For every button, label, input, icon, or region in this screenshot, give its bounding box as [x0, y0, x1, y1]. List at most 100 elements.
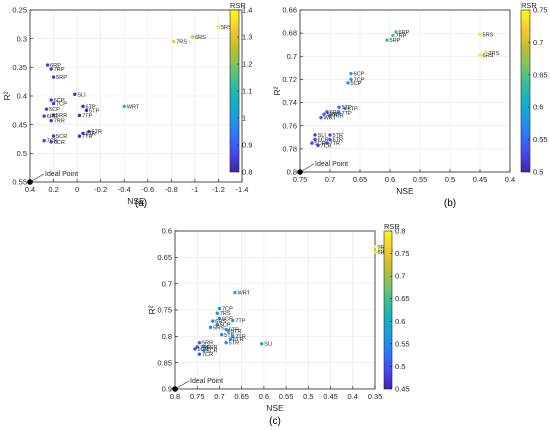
x-tick-label: 0.7 [214, 392, 224, 401]
data-point [346, 81, 350, 85]
x-tick-label: -0.2 [94, 185, 107, 194]
data-point [385, 38, 389, 42]
point-label: 7CR [202, 352, 213, 358]
plot-frame [299, 9, 511, 173]
data-point [319, 115, 323, 120]
point-label: 5CP [220, 323, 231, 329]
x-tick-label: 0.4 [25, 185, 35, 194]
point-label: 5RP [390, 38, 401, 44]
point-label: 5RS [213, 325, 224, 331]
point-label: 6RR [330, 110, 341, 116]
colorbar-tick-label: 1.2 [242, 60, 252, 69]
ideal-point-marker [172, 386, 178, 392]
point-label: 7TR [235, 334, 246, 340]
point-label: 7RS [176, 40, 187, 46]
x-tick-label: 0.4 [505, 175, 515, 184]
x-tick-label: 0.75 [293, 175, 308, 184]
data-point [84, 108, 89, 113]
y-tick-label: 0.6 [162, 227, 172, 236]
colorbar-label: RSR [521, 1, 537, 10]
data-point [322, 112, 326, 116]
colorbar-tick-label: 0.65 [395, 294, 410, 303]
x-tick-label: 0 [75, 185, 79, 194]
point-label: 6CR [54, 140, 65, 146]
ideal-point-label: Ideal Point [190, 378, 223, 385]
data-point [349, 77, 353, 82]
ideal-point-label: Ideal Point [45, 171, 78, 178]
data-point [202, 345, 206, 349]
data-point [49, 67, 53, 71]
data-point [51, 113, 56, 117]
y-tick-label: 0.68 [282, 29, 297, 38]
point-label: 7TP [82, 113, 93, 119]
data-point [316, 143, 320, 148]
point-label: WRT [238, 291, 251, 297]
data-point [44, 107, 49, 111]
y-tick-label: 0.65 [157, 253, 172, 262]
y-tick-label: 0.9 [162, 385, 172, 394]
x-tick-label: 0.45 [323, 392, 338, 401]
point-label: 6CP [354, 72, 365, 78]
colorbar-tick-label: 0.8 [242, 168, 252, 177]
point-label: 6RS [215, 319, 226, 325]
colorbar [520, 9, 531, 173]
y-tick-label: 0.8 [287, 168, 297, 177]
colorbar-tick-label: 0.6 [395, 317, 405, 326]
point-label: 7RP [396, 33, 407, 39]
y-tick-label: 0.75 [157, 306, 172, 315]
colorbar-label: RSR [384, 222, 400, 231]
point-label: 5RS [221, 25, 232, 31]
x-tick-label: 0.2 [48, 185, 58, 194]
colorbar-label: RSR [230, 1, 246, 10]
data-point [49, 98, 53, 102]
data-point [233, 290, 237, 295]
data-point [51, 75, 56, 79]
point-label: 7RR [54, 119, 65, 125]
x-tick-label: 0.65 [353, 175, 368, 184]
x-tick-label: -1 [192, 185, 199, 194]
point-label: 5CP [351, 81, 362, 87]
colorbar-tick-label: 0.55 [533, 135, 548, 144]
x-axis-label: NSE [396, 186, 414, 196]
y-tick-label: 0.76 [282, 121, 297, 130]
point-label: 5CR [315, 141, 326, 147]
data-point [193, 347, 197, 351]
point-label: 5RR [56, 113, 67, 119]
point-label: 7CP [222, 306, 233, 312]
colorbar-tick-label: 0.75 [533, 6, 548, 15]
point-label: 7TR [330, 141, 341, 147]
y-tick-label: 0.8 [162, 332, 172, 341]
x-tick-label: -0.6 [141, 185, 154, 194]
data-point [226, 329, 231, 333]
point-label: 7RS [489, 51, 500, 57]
data-point [81, 104, 85, 109]
point-label: 6TR [333, 138, 344, 144]
point-label: 6RR [206, 345, 217, 351]
x-tick-label: 0.45 [473, 175, 488, 184]
x-axis-label: NSE [127, 196, 145, 206]
colorbar-tick-label: 0.6 [533, 103, 543, 112]
x-tick-label: 0.55 [413, 175, 428, 184]
data-point [228, 337, 233, 341]
data-point [325, 110, 329, 114]
data-point [328, 133, 332, 137]
ideal-point-label: Ideal Point [315, 161, 348, 168]
colorbar-tick-label: 1.1 [242, 87, 252, 96]
colorbar-tick-label: 1.4 [242, 6, 252, 15]
point-label: 5RR [327, 112, 338, 118]
point-label: 5TP [89, 108, 100, 114]
data-point [195, 345, 199, 349]
data-point [51, 101, 56, 106]
x-axis-label: NSE [266, 403, 284, 413]
point-label: 9RS [378, 245, 389, 251]
data-point [42, 139, 46, 143]
data-point [208, 325, 213, 330]
colorbar-tick-label: 0.7 [533, 38, 543, 47]
y-tick-label: 0.7 [162, 279, 172, 288]
point-label: 7CR [321, 143, 332, 149]
ideal-point-marker [27, 179, 33, 185]
point-label: SLI [318, 133, 327, 139]
y-tick-label: 0.5 [17, 149, 27, 158]
x-tick-label: 0.8 [170, 392, 180, 401]
